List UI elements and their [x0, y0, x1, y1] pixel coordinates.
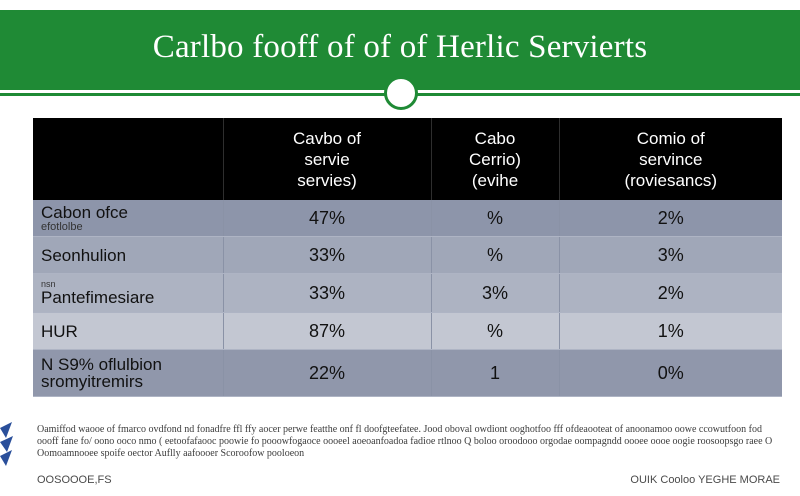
table-cell: 2%: [559, 273, 782, 313]
table-cell: %: [431, 200, 560, 237]
table-cell: %: [431, 312, 560, 350]
column-header: Cavbo of servie servies): [223, 118, 432, 200]
leaf-logo-icon: [0, 422, 13, 466]
row-label-line2: sromyitremirs: [41, 372, 143, 391]
row-label: HUR: [41, 321, 78, 341]
table-cell: 33%: [223, 236, 432, 274]
source-note-left: OOSOOOE,FS: [37, 474, 112, 486]
table-cell: 1: [431, 349, 560, 397]
table-row: Seonhulion 33% % 3%: [33, 236, 782, 274]
row-label: N S9% oflulbion: [41, 355, 162, 374]
column-header: Cabo Cerrio) (evihe: [431, 118, 560, 200]
table-cell: 3%: [431, 273, 560, 313]
table-cell: 22%: [223, 349, 432, 397]
data-table-container: Cavbo of servie servies) Cabo Cerrio) (e…: [33, 118, 782, 397]
row-label-cell: Cabon ofce efotlolbe: [33, 200, 224, 237]
row-label-cell: nsn Pantefimesiare: [33, 273, 224, 313]
circle-badge-icon: [384, 76, 418, 110]
table-cell: 0%: [559, 349, 782, 397]
row-label: Seonhulion: [41, 245, 127, 265]
row-label-cell: N S9% oflulbion sromyitremirs: [33, 349, 224, 397]
table-cell: %: [431, 236, 560, 274]
table-cell: 47%: [223, 200, 432, 237]
table-cell: 1%: [559, 312, 782, 350]
chart-title: Carlbo fooff of of of Herlic Servierts: [152, 28, 648, 65]
source-note-right: OUIK Cooloo YEGHE MORAE: [630, 474, 780, 486]
row-label-cell: Seonhulion: [33, 236, 224, 274]
table-row: HUR 87% % 1%: [33, 312, 782, 350]
table-header-row: Cavbo of servie servies) Cabo Cerrio) (e…: [33, 118, 782, 200]
column-header: Comio of servince (roviesancs): [559, 118, 782, 200]
row-label-cell: HUR: [33, 312, 224, 350]
data-table: Cavbo of servie servies) Cabo Cerrio) (e…: [33, 118, 782, 397]
table-row: Cabon ofce efotlolbe 47% % 2%: [33, 200, 782, 237]
footnote-text: Oamiffod waooe of fmarco ovdfond nd fona…: [37, 424, 773, 459]
table-cell: 3%: [559, 236, 782, 274]
row-prelabel: nsn: [41, 279, 56, 289]
table-cell: 2%: [559, 200, 782, 237]
column-header: [33, 118, 224, 200]
table-cell: 87%: [223, 312, 432, 350]
row-label: Pantefimesiare: [41, 288, 155, 307]
row-sublabel: efotlolbe: [41, 220, 83, 233]
row-label: Cabon ofce: [41, 202, 128, 222]
table-row: N S9% oflulbion sromyitremirs 22% 1 0%: [33, 349, 782, 397]
table-row: nsn Pantefimesiare 33% 3% 2%: [33, 273, 782, 313]
table-cell: 33%: [223, 273, 432, 313]
